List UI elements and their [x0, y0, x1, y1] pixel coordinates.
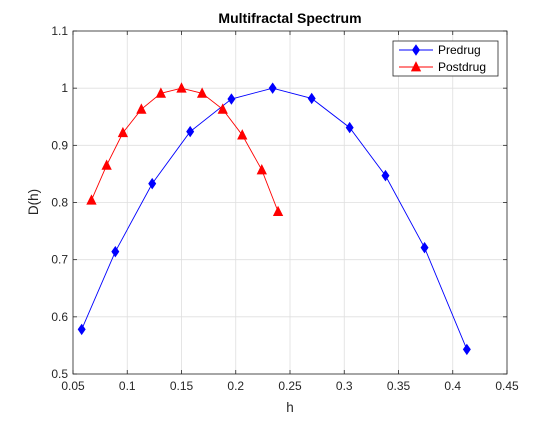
x-tick-label: 0.3 [336, 379, 353, 393]
y-tick-label: 0.8 [51, 196, 68, 210]
x-tick-label: 0.05 [61, 379, 85, 393]
legend-postdrug-label: Postdrug [438, 60, 486, 74]
legend-predrug-marker [412, 44, 420, 56]
y-tick-label: 0.5 [51, 367, 68, 381]
postdrug-point [217, 103, 228, 114]
legend-items: Predrug Postdrug [399, 43, 486, 74]
predrug-point [345, 121, 354, 134]
x-tick-label: 0.1 [119, 379, 136, 393]
x-tick-label: 0.25 [278, 379, 302, 393]
x-tick-label: 0.35 [387, 379, 411, 393]
predrug-point [77, 323, 86, 336]
predrug-point [307, 92, 316, 105]
postdrug-line [91, 87, 279, 212]
x-tick-label: 0.4 [444, 379, 461, 393]
postdrug-point [237, 129, 248, 140]
predrug-line [81, 87, 468, 350]
chart-title: Multifractal Spectrum [218, 10, 361, 26]
predrug-point [420, 241, 429, 254]
legend: Predrug Postdrug [392, 40, 499, 77]
grid-layer [72, 30, 508, 375]
legend-predrug-label: Predrug [438, 43, 481, 57]
postdrug-point [176, 82, 187, 93]
postdrug-point [256, 164, 267, 175]
predrug-point [186, 125, 195, 138]
y-tick-label: 0.9 [51, 138, 68, 152]
x-axis-label: h [286, 400, 294, 415]
predrug-point [268, 82, 277, 94]
x-tick-label: 0.2 [227, 379, 244, 393]
legend-postdrug-marker [410, 61, 422, 72]
postdrug-point [136, 103, 147, 114]
y-axis-label: D(h) [26, 189, 41, 215]
postdrug-point [86, 194, 97, 205]
legend-box [392, 40, 499, 77]
x-tick-label: 0.45 [495, 379, 519, 393]
predrug-point [462, 343, 471, 356]
predrug-point [148, 177, 157, 190]
tick-layer: 0.05 0.1 0.15 0.2 0.25 0.3 0.35 0.4 0.45 0.5 0.6 0.… [51, 24, 519, 393]
predrug-point [227, 93, 236, 105]
postdrug-point [155, 87, 167, 98]
postdrug-point [196, 87, 208, 98]
predrug-point [381, 169, 390, 182]
x-tick-label: 0.15 [170, 379, 194, 393]
predrug-point [111, 245, 120, 258]
y-tick-label: 0.7 [51, 253, 68, 267]
y-tick-label: 0.6 [51, 310, 68, 324]
postdrug-point [272, 205, 284, 217]
series-layer [77, 82, 471, 356]
y-tick-label: 1 [61, 81, 68, 95]
y-tick-label: 1.1 [51, 24, 68, 38]
postdrug-point [117, 126, 129, 138]
postdrug-point [101, 159, 112, 170]
